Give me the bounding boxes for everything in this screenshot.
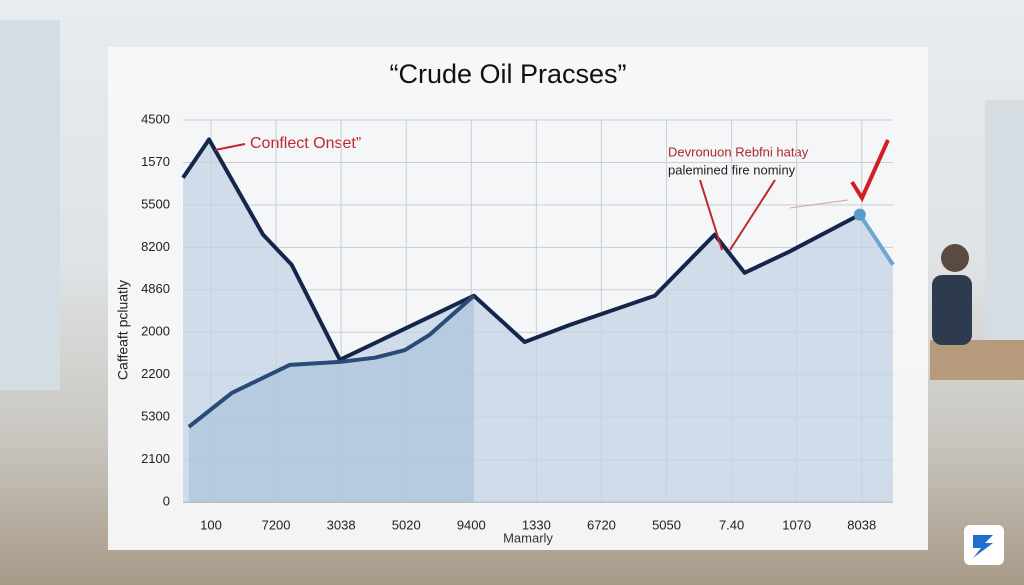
y-tick-label: 4500 bbox=[141, 111, 170, 126]
x-tick-label: 6720 bbox=[587, 517, 616, 532]
plot: 0 2100 5300 2200 2000 4860 8200 5500 1570 4500 100… bbox=[141, 111, 895, 532]
x-tick-label: 3038 bbox=[327, 517, 356, 532]
x-tick-label: 9400 bbox=[457, 517, 486, 532]
logo-icon bbox=[973, 535, 993, 558]
x-tick-label: 7.40 bbox=[719, 517, 744, 532]
point bbox=[853, 208, 866, 221]
window bbox=[0, 20, 60, 390]
x-tick-label: 1330 bbox=[522, 517, 551, 532]
area bbox=[188, 295, 474, 502]
y-tick-label: 5500 bbox=[141, 196, 170, 211]
y-axis-title: Caffeaft pcluatly bbox=[115, 280, 131, 380]
person bbox=[941, 244, 969, 272]
person bbox=[932, 275, 972, 345]
y-tick-label: 2000 bbox=[141, 324, 170, 339]
annotation: Devronuon Rebfni hatay bbox=[668, 144, 809, 159]
y-tick-label: 5300 bbox=[141, 409, 170, 424]
x-tick-label: 8038 bbox=[847, 517, 876, 532]
line bbox=[858, 213, 895, 266]
x-tick-label: 5020 bbox=[392, 517, 421, 532]
desk bbox=[930, 340, 1024, 380]
annotation: Conflect Onset” bbox=[250, 135, 361, 152]
x-tick-label: 7200 bbox=[262, 517, 291, 532]
line bbox=[181, 137, 861, 362]
x-tick-label: 100 bbox=[200, 517, 222, 532]
x-tick-label: 5050 bbox=[652, 517, 681, 532]
arrows bbox=[214, 139, 890, 251]
area bbox=[859, 214, 893, 502]
window bbox=[985, 100, 1024, 380]
y-tick-label: 0 bbox=[163, 493, 170, 508]
y-tick-label: 2200 bbox=[141, 366, 170, 381]
y-tick-label: 8200 bbox=[141, 239, 170, 254]
line bbox=[187, 294, 476, 429]
y-tick-label: 1570 bbox=[141, 154, 170, 169]
x-tick-label: 1070 bbox=[782, 517, 811, 532]
chart-title: “Crude Oil Pracses” bbox=[389, 59, 626, 89]
y-tick-label: 2100 bbox=[141, 451, 170, 466]
y-tick-label: 4860 bbox=[141, 281, 170, 296]
x-axis-title: Mamarly bbox=[503, 530, 553, 545]
